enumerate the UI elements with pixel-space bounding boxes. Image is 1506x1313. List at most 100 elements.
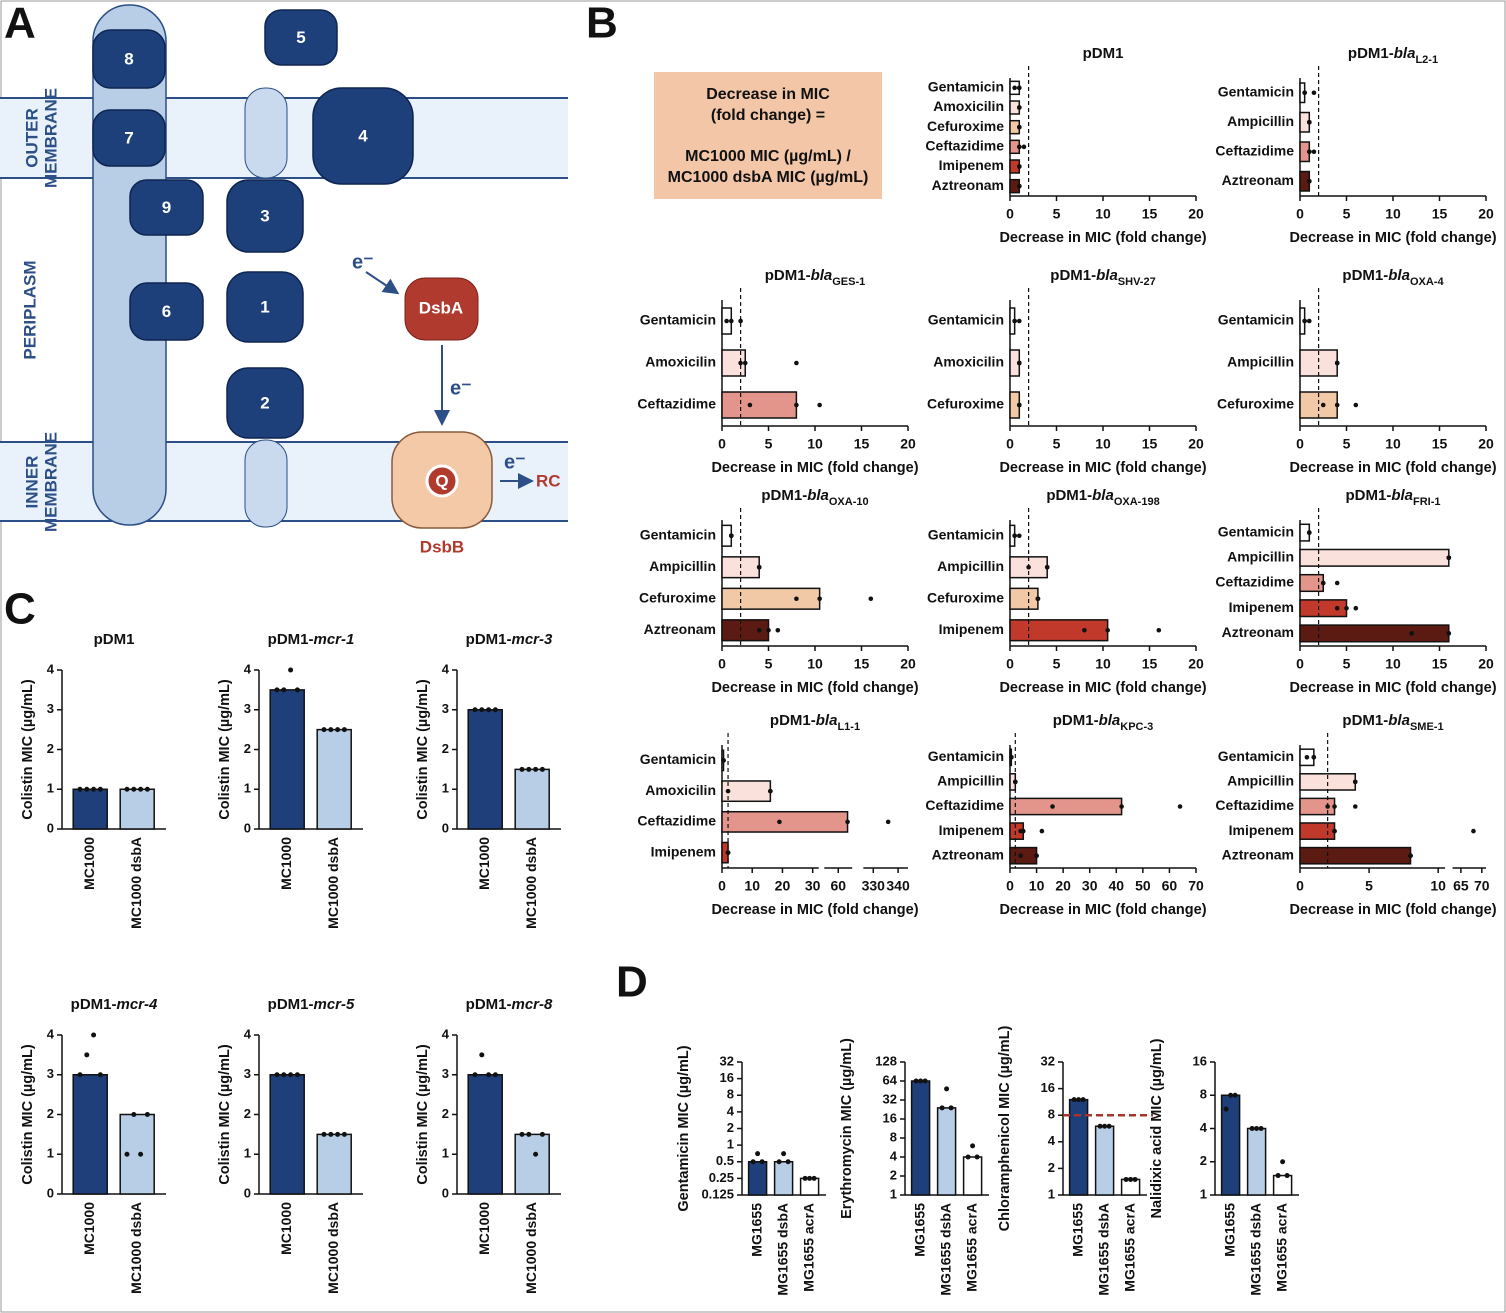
y-tick-label: 1 [244, 1146, 251, 1161]
x-tick-label: 15 [1432, 206, 1448, 222]
x-tick-label: 0 [1296, 878, 1304, 894]
replicate-point [1352, 779, 1358, 785]
replicate-point [756, 564, 762, 570]
replicate-point [472, 1072, 478, 1078]
bar [269, 689, 305, 830]
title-part: pDM1 [94, 631, 135, 648]
x-axis-label: Decrease in MIC (fold change) [999, 230, 1206, 246]
category-label: Cefuroxime [1217, 396, 1294, 412]
replicate-point [1035, 596, 1041, 602]
x-tick-label: 15 [854, 656, 870, 672]
y-tick-label: 2 [47, 1106, 54, 1121]
replicate-point [124, 1151, 130, 1157]
replicate-point [84, 786, 90, 792]
x-tick-label: 0 [1006, 206, 1014, 222]
x-tick-label: 5 [1343, 436, 1351, 452]
category-label: Aztreonam [932, 177, 1004, 193]
replicate-point [1334, 402, 1340, 408]
replicate-point [1156, 627, 1162, 633]
replicate-point [77, 1072, 83, 1078]
replicate-point [1017, 164, 1022, 169]
chart-title: pDM1-blaL1-1 [770, 712, 860, 733]
y-tick-label: 1 [47, 1146, 54, 1161]
x-axis-label: Decrease in MIC (fold change) [711, 460, 918, 476]
title-part: bla [807, 487, 829, 504]
category-label: Ceftazidime [1215, 574, 1294, 590]
replicate-point [1097, 1123, 1103, 1129]
title-part: pDM1- [1053, 712, 1099, 729]
replicate-point [885, 819, 891, 825]
title-part: bla [1388, 712, 1410, 729]
x-tick-label: 20 [900, 656, 916, 672]
replicate-point [1408, 853, 1413, 858]
category-label: MC1000 [81, 837, 97, 890]
y-tick-label: 0 [442, 820, 449, 835]
x-tick-label: 10 [807, 436, 823, 452]
x-tick-label: 20 [1055, 878, 1071, 894]
protein-label: 6 [162, 302, 171, 321]
y-tick-label: 128 [875, 1053, 897, 1068]
category-label: Gentamicin [640, 312, 716, 328]
y-axis-label: Erythromycin MIC (µg/mL) [839, 1038, 855, 1219]
y-tick-label: 0 [47, 820, 54, 835]
y-axis-label: Nalidixic acid MIC (µg/mL) [1149, 1038, 1165, 1218]
category-label: MC1000 [476, 837, 492, 890]
chart-title: pDM1-mcr-1 [268, 631, 355, 648]
category-label: MG1655 [1221, 1203, 1237, 1257]
bar [1094, 1125, 1115, 1196]
replicate-point [138, 786, 144, 792]
replicate-point [539, 766, 545, 772]
replicate-point [974, 1154, 980, 1160]
replicate-point [1332, 804, 1337, 809]
y-tick-label: 4 [47, 661, 55, 676]
replicate-point [1034, 853, 1039, 858]
x-axis-label: Decrease in MIC (fold change) [1289, 460, 1496, 476]
bar [1272, 1174, 1293, 1196]
category-label: MG1655 acrA [800, 1203, 816, 1292]
category-label: Amoxicilin [933, 98, 1004, 114]
y-tick-label: 4 [442, 1026, 450, 1041]
category-label: Cefuroxime [927, 396, 1004, 412]
bar [936, 1107, 957, 1196]
replicate-point [1105, 627, 1110, 633]
bar [1246, 1127, 1267, 1196]
x-tick-label: 10 [1385, 436, 1401, 452]
replicate-point [1013, 779, 1018, 785]
x-tick-label: 10 [1095, 436, 1111, 452]
y-tick-label: 1 [1200, 1186, 1207, 1201]
rc-label: RC [536, 471, 561, 490]
category-label: Ampicillin [1227, 549, 1294, 565]
y-tick-label: 1 [890, 1186, 897, 1201]
replicate-point [492, 1072, 498, 1078]
title-part: pDM1- [466, 996, 512, 1013]
replicate-point [294, 687, 300, 693]
replicate-point [274, 1072, 280, 1078]
y-tick-label: 32 [720, 1053, 734, 1068]
replicate-point [729, 318, 734, 324]
bar [1299, 624, 1450, 643]
protein-label: 8 [124, 49, 133, 68]
replicate-point [124, 786, 130, 792]
replicate-point [138, 1151, 144, 1157]
replicate-point [1471, 828, 1476, 834]
category-label: MC1000 dsbA [325, 837, 341, 929]
replicate-point [729, 533, 734, 539]
replicate-point [341, 727, 347, 733]
y-tick-label: 1 [442, 781, 449, 796]
replicate-point [1334, 605, 1340, 611]
bar [467, 709, 503, 830]
replicate-point [1012, 318, 1017, 324]
replicate-point [1446, 631, 1452, 636]
title-part: OXA-10 [829, 496, 869, 508]
x-tick-label: 20 [1188, 656, 1204, 672]
channel [244, 87, 288, 179]
replicate-point [97, 786, 103, 792]
replicate-point [1177, 804, 1183, 809]
category-label: Gentamicin [928, 312, 1004, 328]
category-label: Ceftazidime [1215, 797, 1294, 813]
formula-line: MC1000 dsbA MIC (µg/mL) [668, 169, 869, 186]
region-label: INNER [22, 456, 41, 509]
y-tick-label: 64 [883, 1072, 898, 1087]
x-tick-label: 0 [1296, 656, 1304, 672]
bar [514, 768, 550, 830]
